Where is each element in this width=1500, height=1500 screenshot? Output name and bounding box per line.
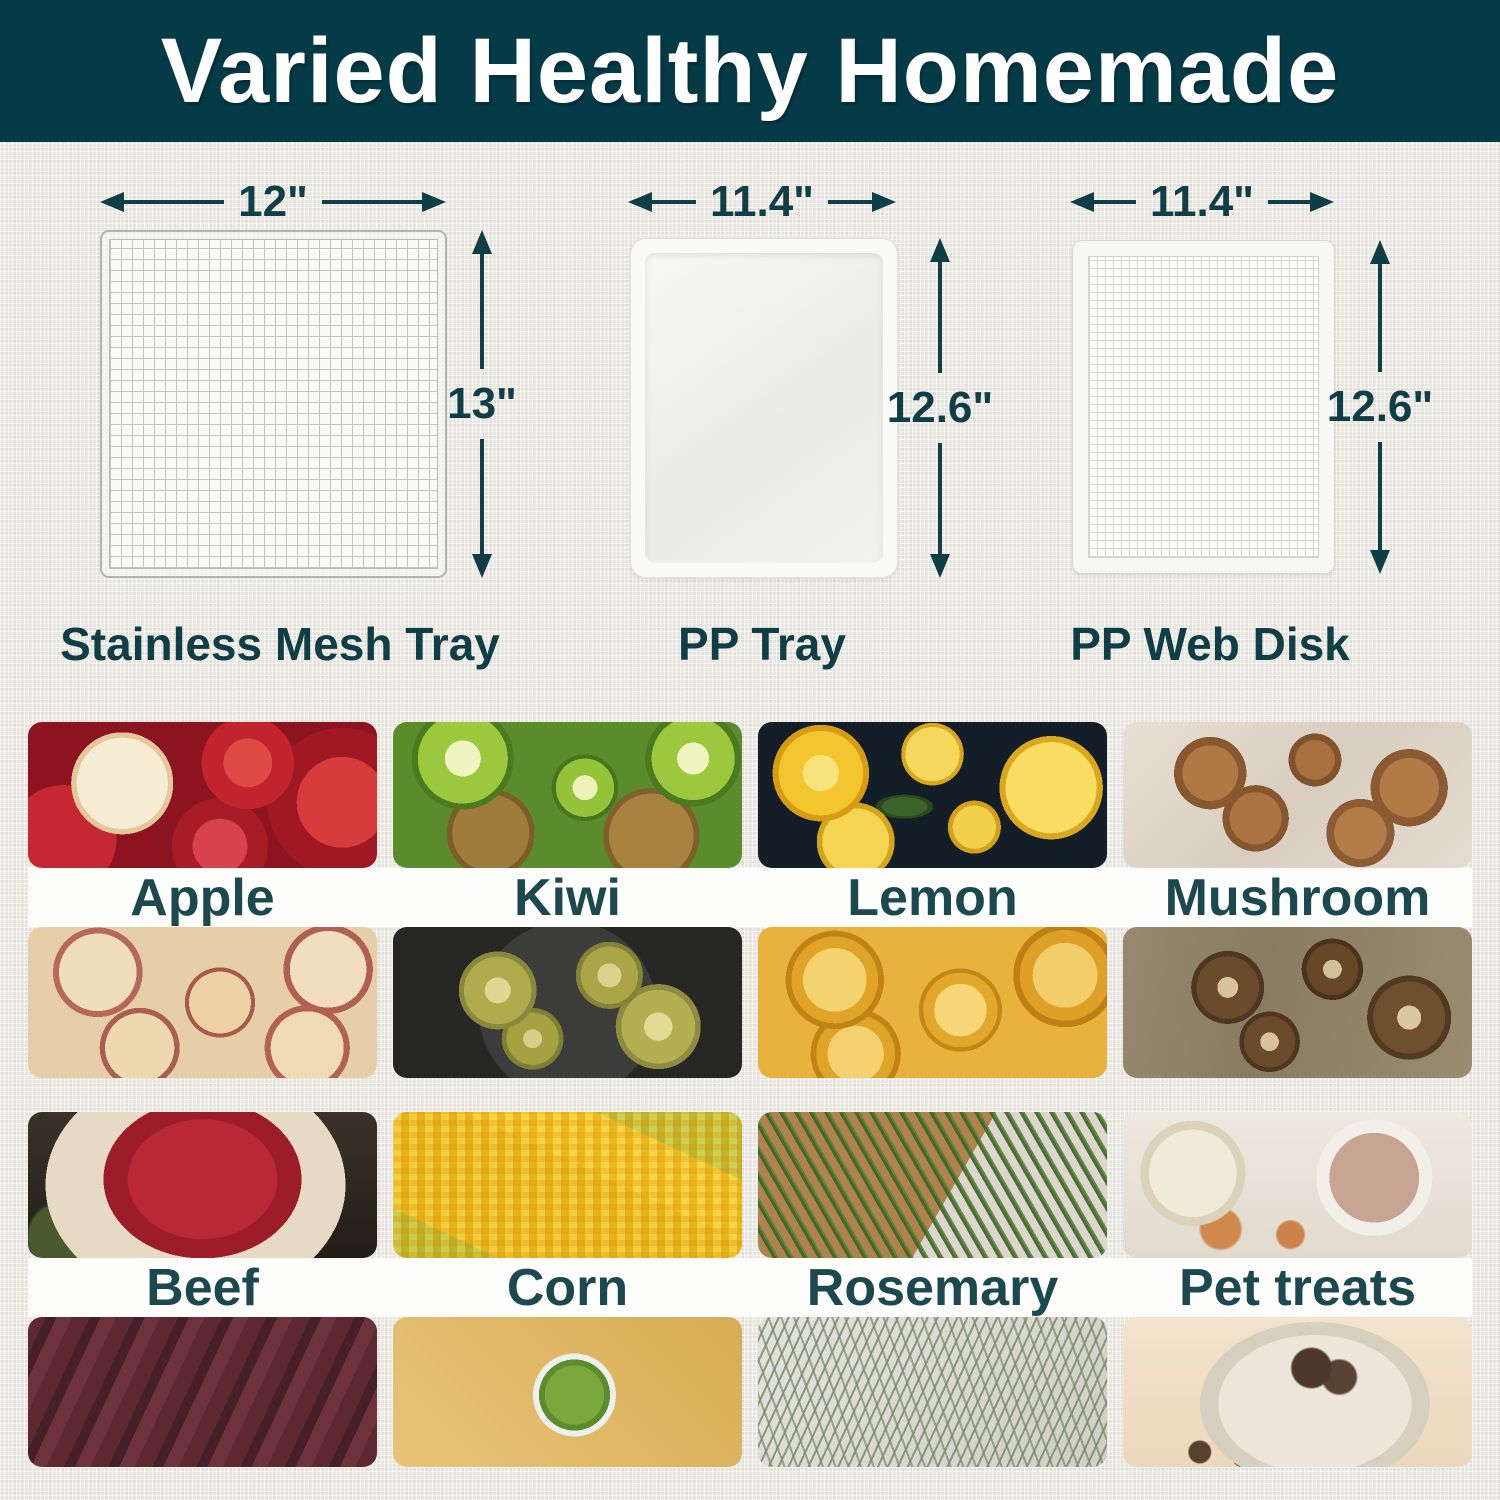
height-value: 12.6" bbox=[1326, 382, 1434, 431]
lemon-dried-photo bbox=[758, 927, 1107, 1078]
arrow-down-icon bbox=[930, 554, 950, 578]
rosemary-dried-photo bbox=[758, 1317, 1107, 1467]
width-value: 11.4" bbox=[709, 177, 815, 226]
pp-tray-graphic bbox=[630, 238, 898, 578]
height-dimension-arrow-stainless: 13" bbox=[422, 230, 542, 578]
width-dimension-arrow-stainless: 12" bbox=[100, 177, 446, 226]
pp-web-disk-graphic bbox=[1072, 240, 1335, 574]
food-label-band-row2 bbox=[28, 1258, 1472, 1317]
food-tile-apple: Apple bbox=[28, 722, 377, 1078]
food-tile-mushroom: Mushroom bbox=[1123, 722, 1472, 1078]
pet-treats-bowl-photo bbox=[1123, 1317, 1472, 1467]
width-dimension-arrow-pp-tray: 11.4" bbox=[628, 177, 897, 226]
food-label-band-row1 bbox=[28, 868, 1472, 927]
food-tile-rosemary: Rosemary bbox=[758, 1112, 1107, 1467]
arrow-left-icon bbox=[628, 192, 652, 212]
banner: Varied Healthy Homemade bbox=[0, 0, 1500, 142]
corn-fresh-photo bbox=[393, 1112, 742, 1258]
food-label: Beef bbox=[146, 1258, 259, 1317]
stainless-mesh-tray-graphic bbox=[100, 230, 447, 578]
kiwi-fresh-photo bbox=[393, 722, 742, 868]
arrow-right-icon bbox=[872, 192, 897, 212]
height-dimension-arrow-pp-tray: 12.6" bbox=[870, 238, 1010, 578]
arrow-up-icon bbox=[1370, 240, 1390, 264]
arrow-down-icon bbox=[472, 554, 492, 578]
food-label: Rosemary bbox=[806, 1258, 1059, 1317]
lemon-fresh-photo bbox=[758, 722, 1107, 868]
food-tile-beef: Beef bbox=[28, 1112, 377, 1467]
page-title: Varied Healthy Homemade bbox=[160, 19, 1340, 122]
width-dimension-arrow-web-disk: 11.4" bbox=[1070, 177, 1335, 226]
arrow-right-icon bbox=[422, 192, 446, 212]
height-value: 13" bbox=[447, 379, 517, 428]
pet-food-ingredients-photo bbox=[1123, 1112, 1472, 1258]
arrow-down-icon bbox=[1370, 550, 1390, 574]
kiwi-dried-photo bbox=[393, 927, 742, 1078]
beef-fresh-photo bbox=[28, 1112, 377, 1258]
arrow-right-icon bbox=[1310, 192, 1335, 212]
food-tile-pet-treats: Pet treats bbox=[1123, 1112, 1472, 1467]
corn-chips-photo bbox=[393, 1317, 742, 1467]
width-value: 11.4" bbox=[1149, 177, 1255, 226]
beef-jerky-photo bbox=[28, 1317, 377, 1467]
arrow-up-icon bbox=[930, 238, 950, 262]
fine-web-pattern bbox=[1088, 256, 1319, 558]
mushroom-dried-photo bbox=[1123, 927, 1472, 1078]
tray-recessed-surface bbox=[645, 253, 883, 563]
arrow-up-icon bbox=[472, 230, 492, 254]
stainless-mesh-tray-label: Stainless Mesh Tray bbox=[60, 618, 500, 670]
height-dimension-arrow-web-disk: 12.6" bbox=[1310, 240, 1450, 574]
pp-web-disk-label: PP Web Disk bbox=[1070, 618, 1350, 670]
pp-tray-label: PP Tray bbox=[678, 618, 846, 670]
arrow-left-icon bbox=[100, 192, 124, 212]
food-tile-lemon: Lemon bbox=[758, 722, 1107, 1078]
apple-dried-photo bbox=[28, 927, 377, 1078]
rosemary-fresh-photo bbox=[758, 1112, 1107, 1258]
height-value: 12.6" bbox=[886, 383, 994, 432]
food-label: Corn bbox=[506, 1258, 629, 1317]
food-label: Pet treats bbox=[1179, 1258, 1416, 1317]
food-tile-kiwi: Kiwi bbox=[393, 722, 742, 1078]
food-tile-corn: Corn bbox=[393, 1112, 742, 1467]
food-label: Lemon bbox=[847, 868, 1018, 927]
apple-fresh-photo bbox=[28, 722, 377, 868]
mushroom-fresh-photo bbox=[1123, 722, 1472, 868]
food-label: Apple bbox=[130, 868, 275, 927]
mesh-grid-pattern bbox=[109, 239, 438, 569]
food-label: Kiwi bbox=[514, 868, 621, 927]
width-value: 12" bbox=[238, 177, 308, 226]
arrow-left-icon bbox=[1070, 192, 1094, 212]
food-label: Mushroom bbox=[1164, 868, 1431, 927]
